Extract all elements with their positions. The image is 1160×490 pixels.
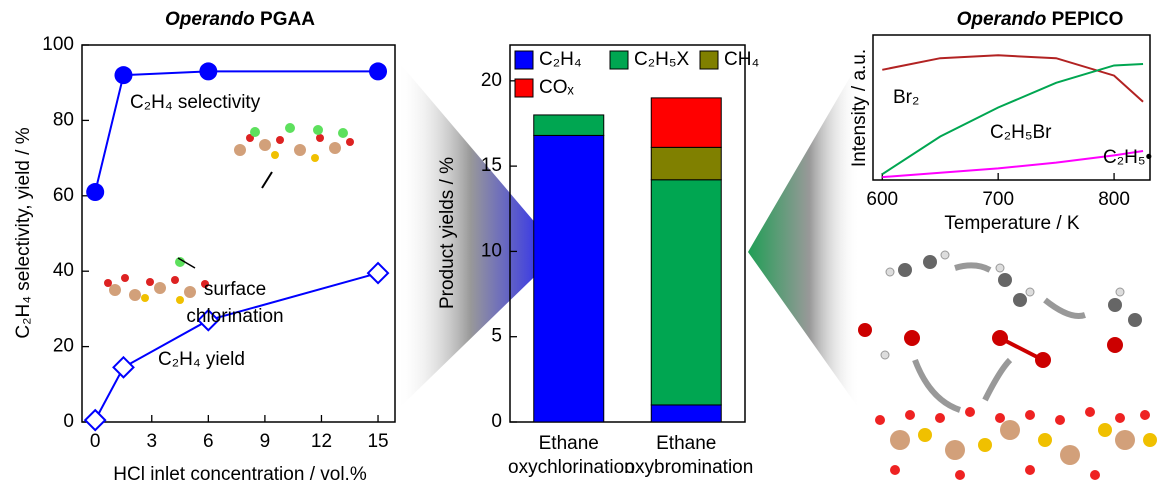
legend-label: CH₄ <box>724 49 759 70</box>
x-tick-label: 9 <box>260 431 271 452</box>
catalyst-illustration <box>104 123 1157 480</box>
y-tick-label: 15 <box>481 155 502 176</box>
y-axis-label: Intensity / a.u. <box>849 49 870 167</box>
bar-segment <box>534 115 604 135</box>
point <box>113 357 133 377</box>
chart-title: Operando PEPICO <box>957 9 1124 30</box>
bar-segment <box>651 405 721 422</box>
y-tick-label: 20 <box>481 70 502 91</box>
point <box>85 410 105 430</box>
x-tick-label: 700 <box>982 189 1014 210</box>
x-tick-label: 15 <box>367 431 388 452</box>
series-label: Br₂ <box>893 87 919 108</box>
legend-swatch <box>700 51 718 69</box>
y-axis-label: Product yields / % <box>437 157 458 309</box>
series-line <box>882 55 1143 101</box>
y-tick-label: 20 <box>53 336 74 357</box>
x-tick-label: Ethane oxychlorination <box>503 433 635 478</box>
chart-title: Operando PGAA <box>165 9 315 30</box>
series-label: C₂H₅Br <box>990 122 1052 143</box>
legend-label: COₓ <box>539 77 575 98</box>
x-tick-label: 0 <box>90 431 101 452</box>
legend-swatch <box>610 51 628 69</box>
x-axis-label: Temperature / K <box>944 213 1079 234</box>
x-tick-label: 600 <box>866 189 898 210</box>
legend-swatch <box>515 79 533 97</box>
figure: Operando PGAA HCl inlet concentration / v… <box>0 0 1160 490</box>
x-tick-label: 12 <box>311 431 332 452</box>
y-tick-label: 40 <box>53 260 74 281</box>
legend-swatch <box>515 51 533 69</box>
y-tick-label: 10 <box>481 240 502 261</box>
panel: Operando PEPICO Temperature / K Intensity … <box>849 9 1152 234</box>
y-tick-label: 0 <box>63 411 74 432</box>
series-label: C₂H₅• <box>1103 147 1152 168</box>
x-tick-label: Ethane oxybromination <box>619 433 753 478</box>
point <box>114 66 132 84</box>
y-tick-label: 0 <box>491 411 502 432</box>
point <box>86 183 104 201</box>
point <box>369 62 387 80</box>
y-tick-label: 60 <box>53 185 74 206</box>
point <box>199 62 217 80</box>
y-axis-label: C₂H₄ selectivity, yield / % <box>13 127 34 338</box>
x-tick-label: 800 <box>1098 189 1130 210</box>
series-line <box>95 71 378 192</box>
annotation: chlorination <box>186 306 283 327</box>
x-tick-label: 3 <box>146 431 157 452</box>
x-tick-label: 6 <box>203 431 214 452</box>
point <box>368 263 388 283</box>
legend-label: C₂H₄ <box>539 49 582 70</box>
x-axis-label: HCl inlet concentration / vol.% <box>113 464 367 485</box>
funnel <box>748 60 860 410</box>
bar-segment <box>651 147 721 179</box>
panel: Operando PGAA HCl inlet concentration / v… <box>13 9 395 485</box>
bar-segment <box>534 135 604 422</box>
series-label: C₂H₄ yield <box>158 349 245 370</box>
bar-segment <box>651 180 721 405</box>
y-tick-label: 100 <box>42 34 74 55</box>
annotation: surface <box>204 279 266 300</box>
legend-label: C₂H₅X <box>634 49 689 70</box>
series-label: C₂H₄ selectivity <box>130 92 261 113</box>
y-tick-label: 80 <box>53 109 74 130</box>
bar-segment <box>651 98 721 147</box>
y-tick-label: 5 <box>491 326 502 347</box>
